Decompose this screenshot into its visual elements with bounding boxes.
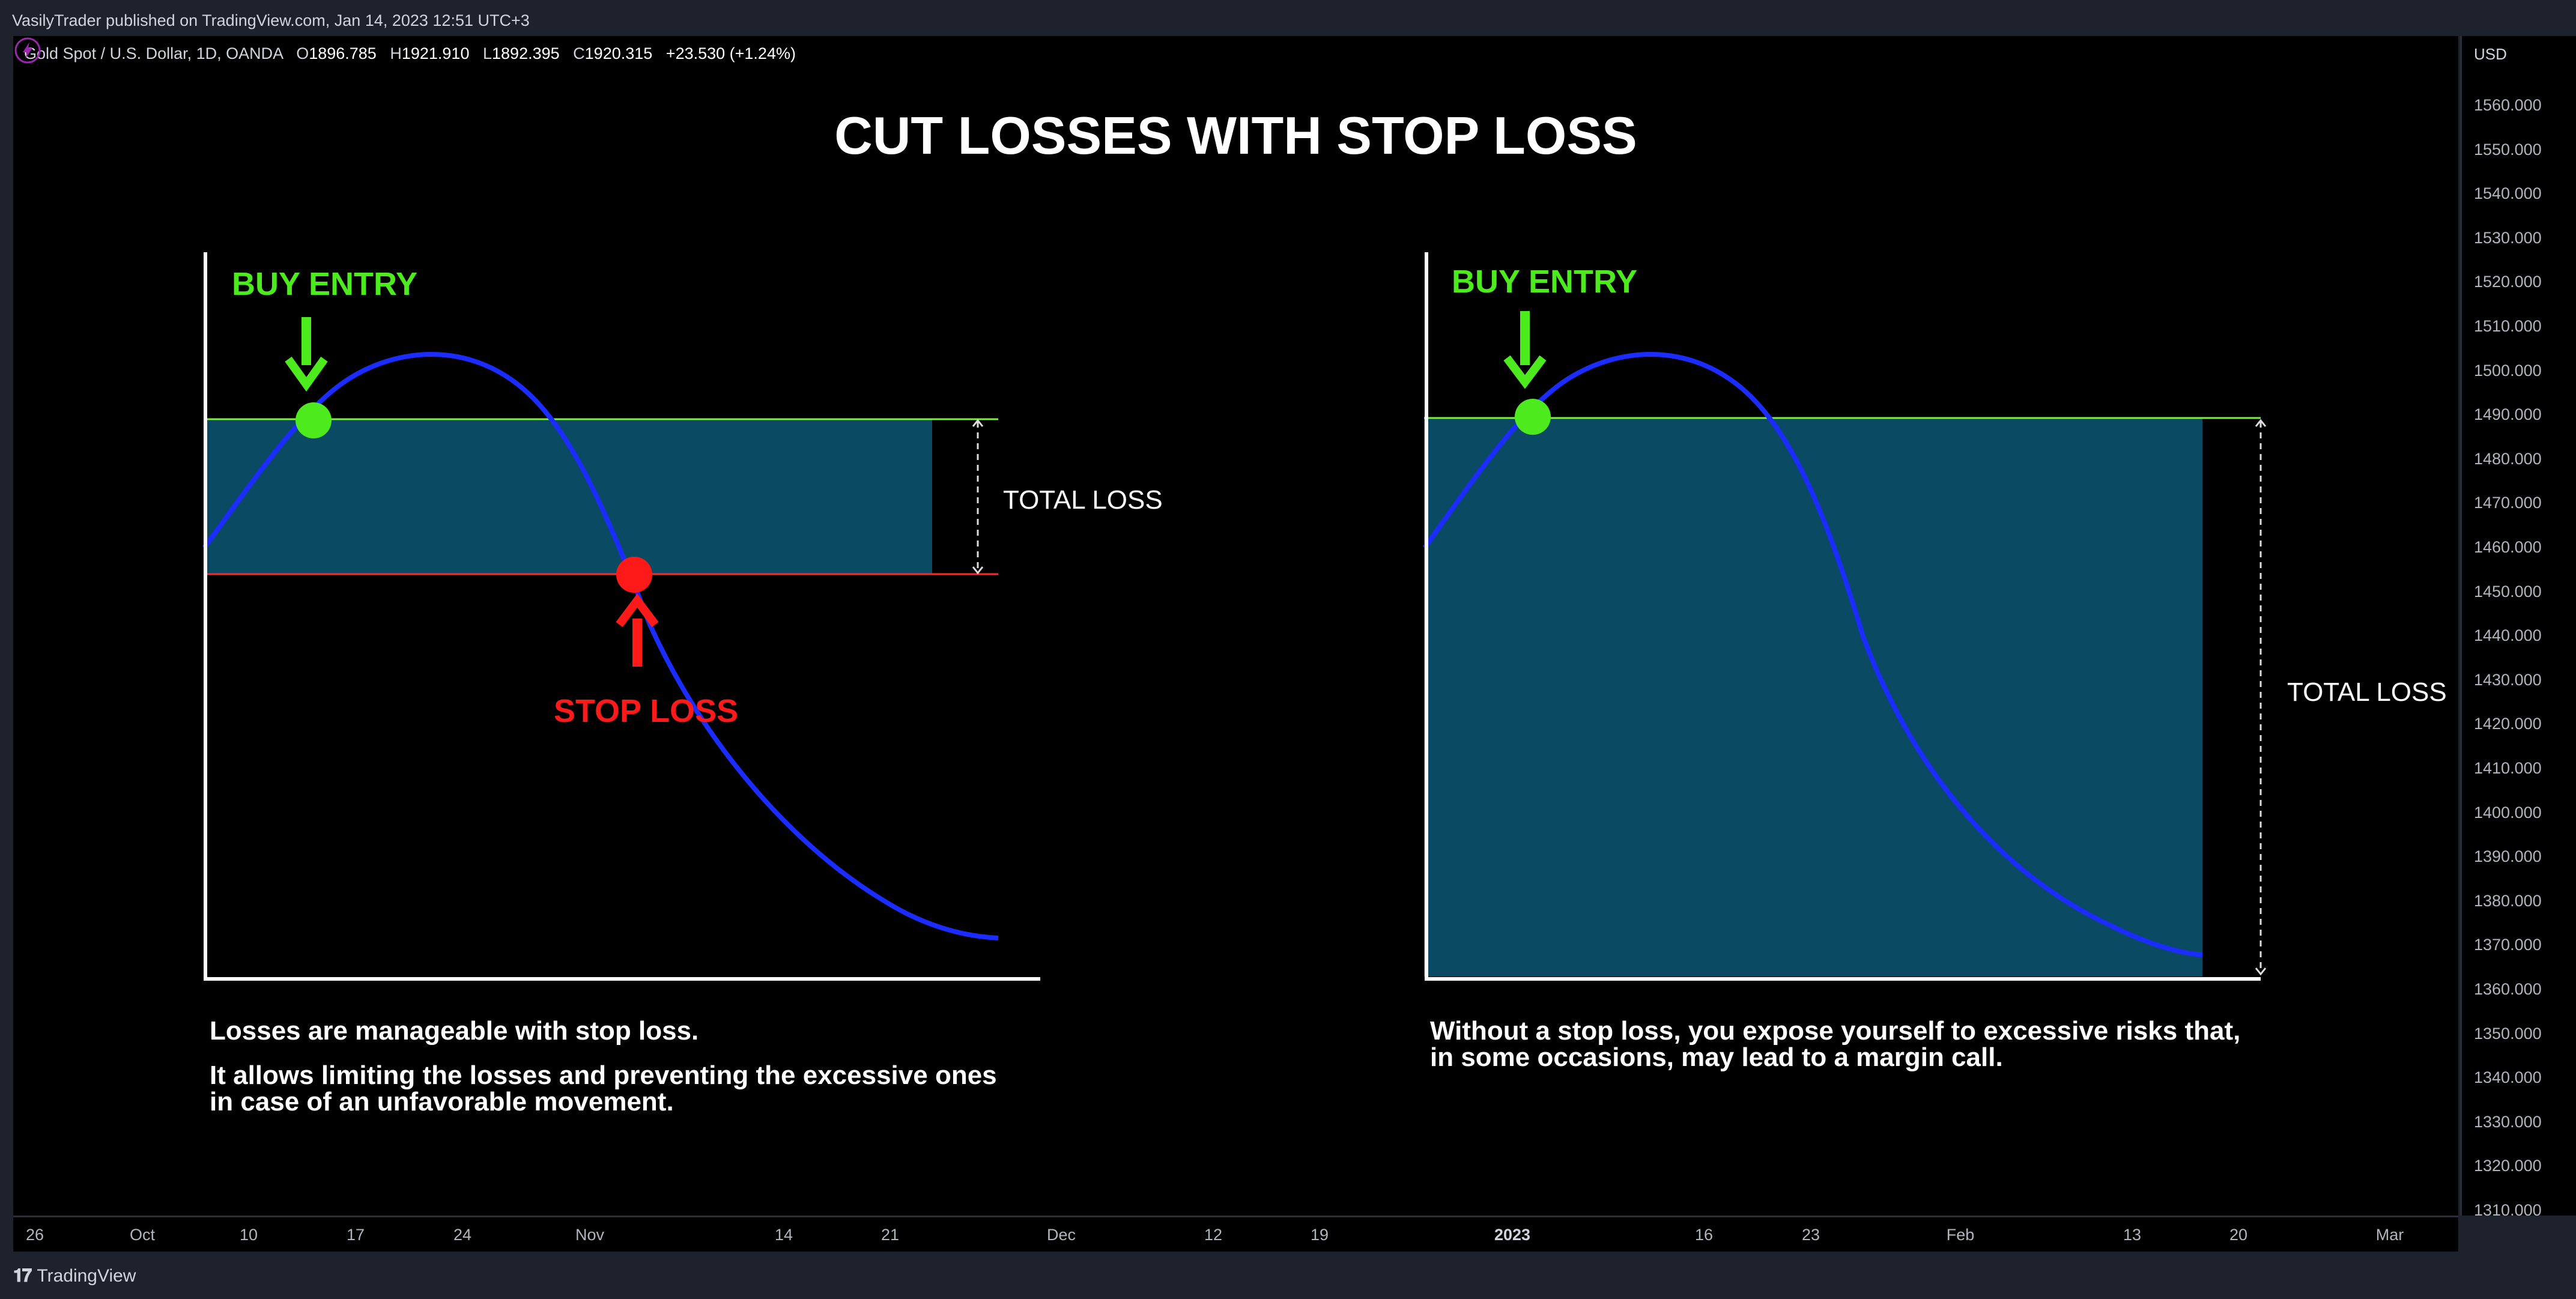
stop-point [616,557,652,593]
price-tick: 1380.000 [2474,891,2542,910]
price-tick: 1350.000 [2474,1024,2542,1043]
price-tick: 1320.000 [2474,1157,2542,1175]
right-measure-arrow-bottom [2255,967,2267,976]
legend-close: 1920.315 [584,44,653,62]
left-caption-line2: It allows limiting the losses and preven… [210,1061,997,1090]
price-tick: 1470.000 [2474,494,2542,512]
legend-open-label: O [296,44,309,62]
legend-low-label: L [482,44,492,62]
price-tick: 1330.000 [2474,1112,2542,1131]
time-label: Dec [1046,1226,1076,1244]
time-label: 26 [25,1226,44,1244]
footer-bar: 𝟏𝟕 TradingView [0,1252,2576,1299]
publish-line: VasilyTrader published on TradingView.co… [12,11,530,29]
time-label: Nov [575,1226,605,1244]
price-tick: 1440.000 [2474,626,2542,645]
right-caption: Without a stop loss, you expose yourself… [1430,1018,2240,1071]
right-total-loss-label: TOTAL LOSS [2287,677,2447,707]
right-caption-line1: Without a stop loss, you expose yourself… [1430,1016,2241,1046]
left-total-loss-label: TOTAL LOSS [1003,485,1163,515]
right-buy-arrow-icon [1503,355,1547,389]
price-tick: 1450.000 [2474,582,2542,601]
price-tick: 1510.000 [2474,317,2542,335]
price-tick: 1550.000 [2474,140,2542,159]
legend-open: 1896.785 [309,44,377,62]
price-tick: 1410.000 [2474,759,2542,777]
left-buy-arrow-icon [285,356,328,392]
time-label: 19 [1310,1226,1329,1244]
time-label: 16 [1694,1226,1714,1244]
lightning-icon[interactable] [13,36,42,65]
tradingview-logo-icon: 𝟏𝟕 [13,1266,32,1286]
right-entry-point [1515,399,1551,435]
right-buy-label: BUY ENTRY [1452,264,1638,300]
left-measure-arrow-top [972,419,984,427]
left-buy-arrow-shaft [302,317,311,365]
legend-change: +23.530 (+1.24%) [665,44,796,62]
time-label: 23 [1801,1226,1820,1244]
price-tick: 1500.000 [2474,361,2542,380]
chart-pane[interactable]: Gold Spot / U.S. Dollar, 1D, OANDA O1896… [13,36,2458,1216]
brand-name: TradingView [37,1266,136,1286]
chart-title: CUT LOSSES WITH STOP LOSS [834,106,1637,165]
left-measure-arrow-bottom [972,566,984,575]
time-label: 14 [774,1226,793,1244]
time-label: 12 [1204,1226,1223,1244]
time-label: Oct [129,1226,156,1244]
left-buy-label: BUY ENTRY [232,266,418,302]
price-tick: 1400.000 [2474,803,2542,822]
time-label: 24 [453,1226,472,1244]
time-axis[interactable]: 26 Oct 10 17 24 Nov 14 21 Dec 12 19 2023 16 23 Feb 13 20… [13,1216,2458,1252]
price-tick: 1420.000 [2474,715,2542,733]
right-buy-arrow-shaft [1520,311,1530,365]
price-tick: 1490.000 [2474,405,2542,424]
time-label: 17 [346,1226,365,1244]
stop-arrow-icon [616,593,659,628]
time-label: 20 [2229,1226,2248,1244]
left-caption-line3: in case of an unfavorable movement. [210,1087,674,1116]
price-tick: 1370.000 [2474,936,2542,954]
left-caption: Losses are manageable with stop loss. It… [210,1018,997,1115]
time-label: Feb [1946,1226,1975,1244]
price-tick: 1310.000 [2474,1201,2542,1219]
time-label: Mar [2375,1226,2404,1244]
legend-close-label: C [573,44,585,62]
left-entry-point [295,402,332,438]
price-tick: 1560.000 [2474,96,2542,114]
legend-high: 1921.910 [401,44,470,62]
price-tick: 1430.000 [2474,670,2542,689]
time-label: 21 [880,1226,900,1244]
left-price-curve [202,352,999,940]
tradingview-logo[interactable]: 𝟏𝟕 TradingView [13,1266,136,1286]
time-label: 10 [239,1226,258,1244]
stop-arrow-shaft [632,619,642,667]
symbol-legend: Gold Spot / U.S. Dollar, 1D, OANDA O1896… [24,44,796,63]
price-tick: 1460.000 [2474,538,2542,556]
price-tick: 1480.000 [2474,449,2542,468]
left-caption-line1: Losses are manageable with stop loss. [210,1016,699,1046]
price-tick: 1340.000 [2474,1068,2542,1087]
right-loss-zone [1424,418,2202,977]
legend-low: 1892.395 [492,44,560,62]
right-price-curve [1422,352,2203,957]
publish-bar: VasilyTrader published on TradingView.co… [0,0,2576,36]
price-tick: 1520.000 [2474,273,2542,291]
price-scale[interactable]: USD 1560.000 1550.000 1540.000 1530.000 1520… [2460,36,2576,1219]
time-label: 2023 [1494,1226,1531,1244]
legend-high-label: H [390,44,402,62]
time-label: 13 [2123,1226,2142,1244]
price-tick: 1390.000 [2474,847,2542,866]
legend-symbol[interactable]: Gold Spot / U.S. Dollar, 1D, OANDA [24,44,283,62]
right-measure-arrow-top [2255,419,2267,427]
stop-loss-label: STOP LOSS [554,693,739,729]
drawing-layer [202,252,2267,981]
price-unit[interactable]: USD [2474,45,2507,63]
price-tick: 1360.000 [2474,980,2542,998]
right-caption-line2: in some occasions, may lead to a margin … [1430,1043,2003,1072]
price-tick: 1530.000 [2474,228,2542,247]
price-tick: 1540.000 [2474,184,2542,203]
